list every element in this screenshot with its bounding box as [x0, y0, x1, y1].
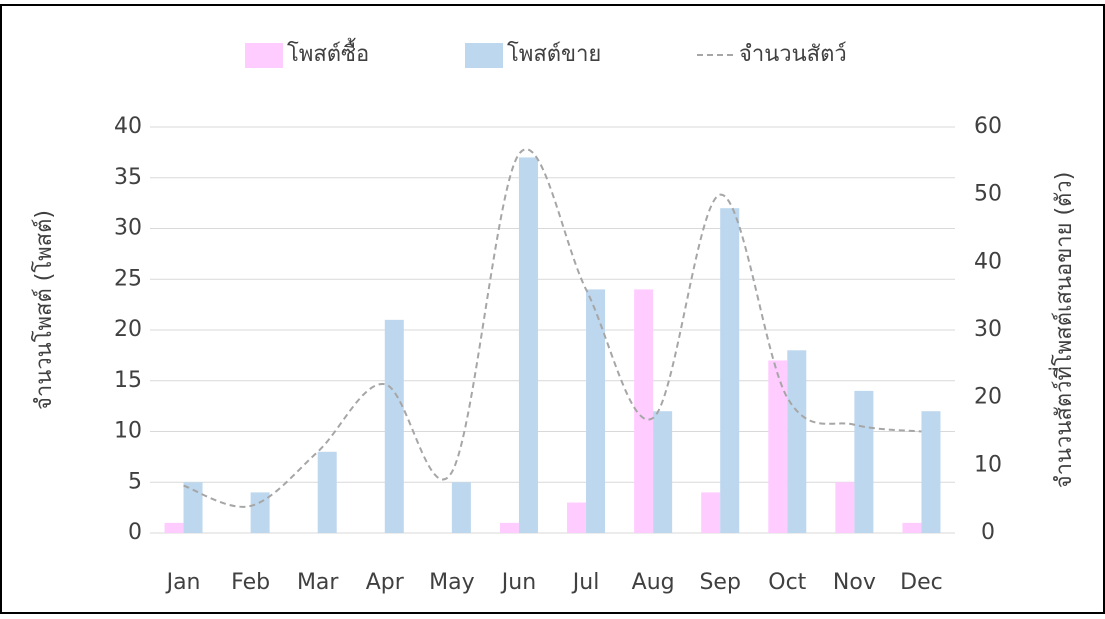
y-tick-label: 10 — [114, 419, 142, 444]
bar — [586, 289, 606, 533]
bar — [921, 411, 941, 533]
y2-axis-title: จำนวนสัตว์ที่โพสต์เสนอขาย (ตัว) — [1048, 172, 1077, 489]
bar — [183, 482, 203, 533]
bar — [499, 522, 519, 533]
bar — [451, 482, 471, 533]
bar — [518, 157, 538, 533]
x-tick-label: Oct — [768, 570, 806, 595]
bar — [164, 522, 184, 533]
y-axis-title: จำนวนโพสต์ (โพสต์) — [31, 210, 57, 410]
y-tick-label: 20 — [114, 317, 142, 342]
bar — [902, 522, 922, 533]
legend-label: โพสต์ซื้อ — [287, 38, 369, 67]
bar — [250, 492, 270, 533]
bar — [835, 482, 855, 533]
y-tick-label: 5 — [128, 469, 142, 494]
y2-tick-label: 30 — [974, 317, 1002, 342]
x-tick-label: Sep — [699, 570, 740, 595]
bar — [854, 390, 874, 533]
x-tick-label: Mar — [297, 570, 339, 595]
bar — [653, 411, 673, 533]
y-tick-label: 25 — [114, 266, 142, 291]
y-tick-label: 0 — [128, 520, 142, 545]
x-tick-label: Jan — [165, 570, 201, 595]
y-tick-label: 30 — [114, 216, 142, 241]
bar — [787, 350, 807, 533]
legend-label: จำนวนสัตว์ — [739, 42, 847, 67]
y-tick-label: 15 — [114, 368, 142, 393]
x-tick-label: Jun — [500, 570, 536, 595]
x-tick-label: Apr — [366, 570, 405, 595]
legend-swatch — [245, 43, 283, 68]
bar — [720, 208, 740, 533]
bar — [768, 360, 788, 533]
y2-tick-label: 60 — [974, 114, 1002, 139]
x-tick-label: Dec — [900, 570, 943, 595]
legend-swatch — [465, 43, 503, 68]
x-tick-label: May — [429, 570, 474, 595]
y2-tick-label: 20 — [974, 385, 1002, 410]
x-tick-label: Nov — [833, 570, 876, 595]
bar — [567, 502, 587, 533]
legend-label: โพสต์ขาย — [507, 41, 601, 67]
bar — [384, 319, 404, 533]
y-tick-label: 35 — [114, 165, 142, 190]
y-tick-label: 40 — [114, 114, 142, 139]
x-tick-label: Jul — [571, 570, 600, 595]
bar — [634, 289, 654, 533]
y2-tick-label: 10 — [974, 452, 1002, 477]
bar — [701, 492, 721, 533]
y2-tick-label: 0 — [981, 520, 995, 545]
line — [183, 148, 922, 508]
y2-tick-label: 50 — [974, 182, 1002, 207]
x-tick-label: Feb — [231, 570, 270, 595]
y2-tick-label: 40 — [974, 249, 1002, 274]
x-tick-label: Aug — [632, 570, 675, 595]
bar — [317, 451, 337, 533]
